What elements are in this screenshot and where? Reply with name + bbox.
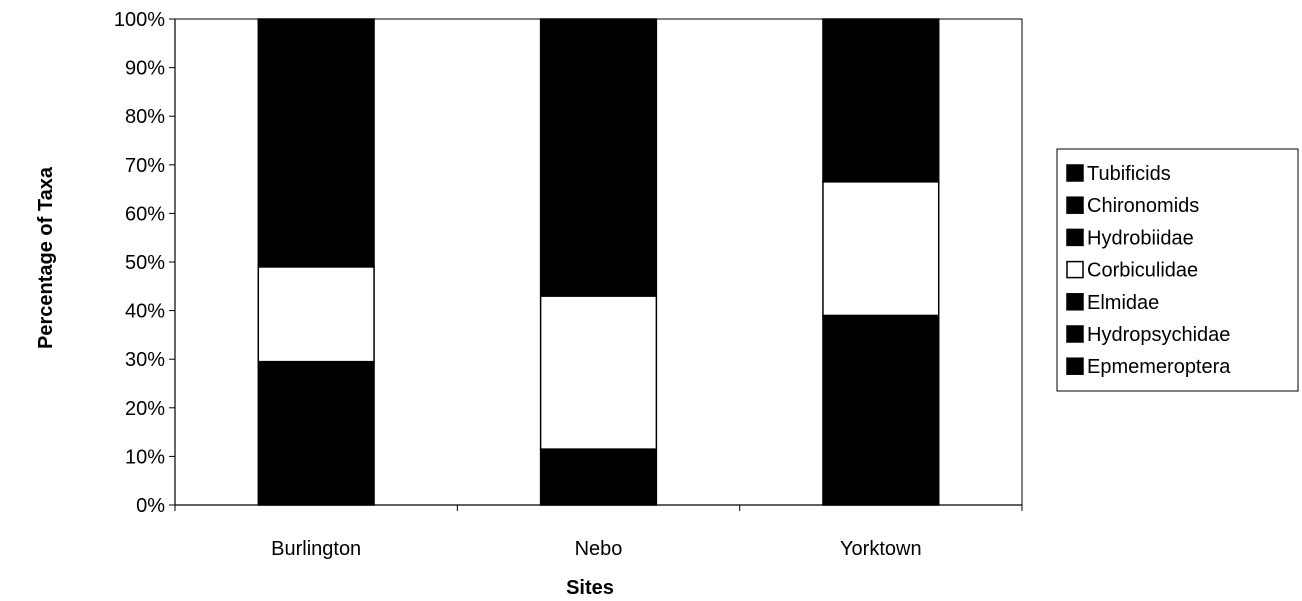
x-tick-label: Burlington <box>271 538 361 560</box>
legend-label-hydrobiidae: Hydrobiidae <box>1087 227 1194 249</box>
bar-segment-corbiculidae-yorktown <box>822 181 940 317</box>
legend-swatch-hydrobiidae <box>1066 228 1084 247</box>
legend: Tubificids Chironomids Hydrobiidae Corbicul… <box>1056 148 1299 392</box>
bar-segment-chironomids-nebo <box>539 18 658 297</box>
legend-box <box>1056 148 1299 392</box>
legend-swatch-tubificids <box>1066 164 1084 182</box>
y-tick-label: 80% <box>125 106 165 128</box>
y-axis-title: Percentage of Taxa <box>35 166 57 349</box>
legend-swatch-elmidae <box>1066 293 1084 311</box>
y-tick-label: 0% <box>136 495 165 517</box>
y-tick-label: 100% <box>114 9 165 31</box>
x-tick-label: Nebo <box>575 538 623 560</box>
legend-swatch-corbiculidae <box>1066 260 1084 279</box>
legend-swatch-chironomids <box>1066 196 1084 214</box>
x-tick-label: Yorktown <box>840 538 922 560</box>
x-axis-title: Sites <box>566 577 614 599</box>
legend-label-corbiculidae: Corbiculidae <box>1087 260 1198 282</box>
bar-segment-chironomids-burlington <box>257 18 375 268</box>
y-tick-label: 90% <box>125 58 165 80</box>
bar-series-group <box>257 18 940 506</box>
legend-label-tubificids: Tubificids <box>1087 163 1171 185</box>
x-tick-labels: Burlington Nebo Yorktown <box>271 538 921 560</box>
legend-label-epmemeroptera: Epmemeroptera <box>1087 356 1231 378</box>
y-tick-label: 50% <box>125 252 165 274</box>
legend-label-hydropsychidae: Hydropsychidae <box>1087 324 1230 346</box>
bar-segment-elmidae-yorktown <box>822 314 940 506</box>
legend-swatch-hydropsychidae <box>1066 325 1084 343</box>
y-tick-labels: 0% 10% 20% 30% 40% 50% 60% 70% 80% 90% 100% <box>114 9 165 517</box>
y-tick-label: 40% <box>125 301 165 323</box>
bar-segment-elmidae-nebo <box>539 448 658 506</box>
bar-segment-chironomids-yorktown <box>822 18 940 183</box>
y-tick-label: 60% <box>125 203 165 225</box>
legend-label-elmidae: Elmidae <box>1087 292 1159 314</box>
y-tick-label: 70% <box>125 155 165 177</box>
y-tick-label: 10% <box>125 446 165 468</box>
bar-segment-corbiculidae-nebo <box>539 295 658 450</box>
y-tick-label: 20% <box>125 398 165 420</box>
y-tick-label: 30% <box>125 349 165 371</box>
legend-label-chironomids: Chironomids <box>1087 195 1199 217</box>
bar-segment-corbiculidae-burlington <box>257 266 375 363</box>
legend-swatch-epmemeroptera <box>1066 357 1084 375</box>
bar-segment-elmidae-burlington <box>257 360 375 506</box>
axes-group <box>169 18 1023 511</box>
